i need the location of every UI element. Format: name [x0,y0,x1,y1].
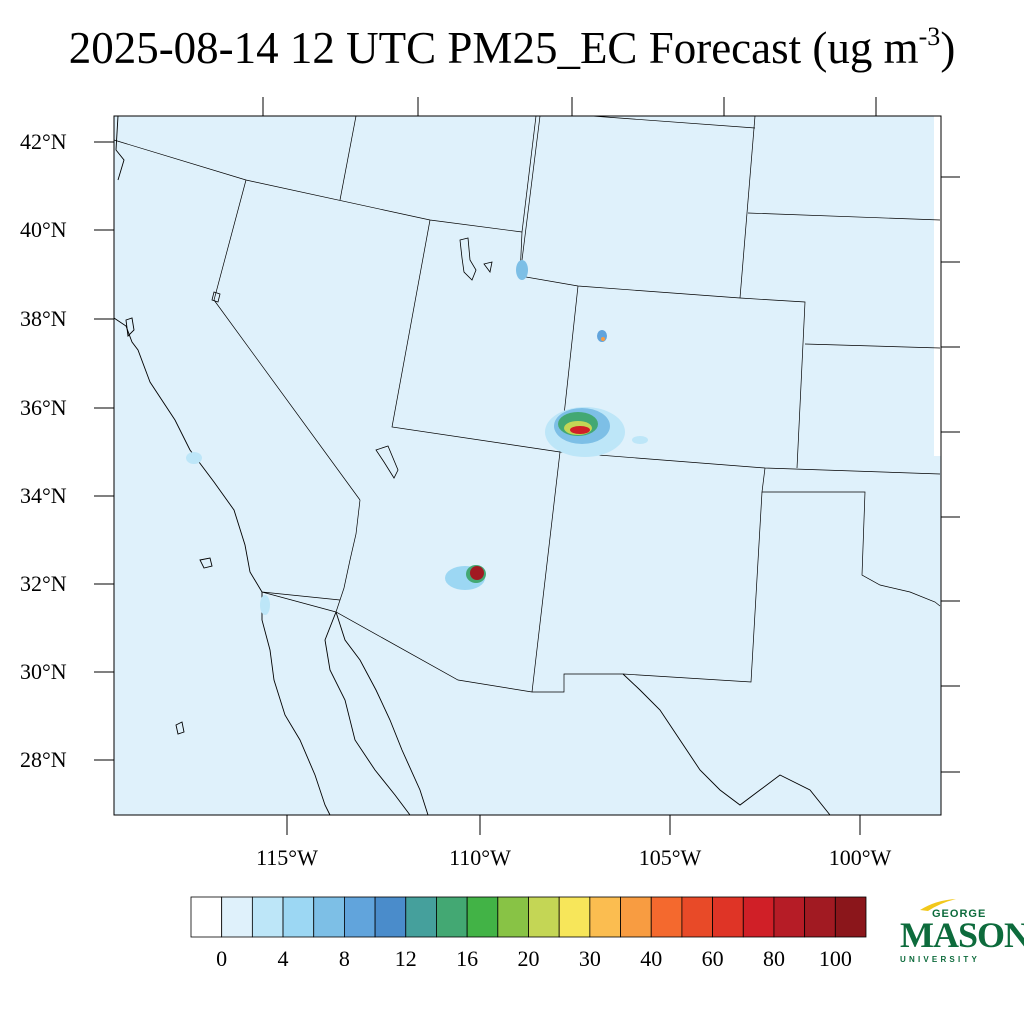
colorbar-swatch [589,896,621,938]
lat-label: 28°N [20,747,67,772]
colorbar-label: 20 [517,946,540,971]
colorbar-label: 80 [762,946,785,971]
colorbar-swatch [221,896,253,938]
george-mason-logo: GEORGE MASON UNIVERSITY [898,898,1024,968]
colorbar-label: 12 [394,946,417,971]
logo-swoosh-icon [920,899,956,911]
map-title: 2025-08-14 12 UTC PM25_EC Forecast (ug m… [0,22,1024,74]
colorbar-swatch [251,896,284,938]
lat-label: 42°N [20,129,67,154]
title-text: 2025-08-14 12 UTC PM25_EC Forecast (ug m [68,23,919,73]
logo-line-university: UNIVERSITY [900,955,981,964]
colorbar-swatch [436,896,468,938]
colorbar-label: 100 [818,946,852,971]
lat-label: 40°N [20,217,67,242]
logo-line-george: GEORGE [932,908,987,920]
plume-northern [516,260,528,280]
lon-label: 115°W [256,845,318,870]
lat-label: 30°N [20,659,67,684]
lat-label: 38°N [20,306,67,331]
colorbar-swatch [620,896,652,938]
colorbar-swatch [650,896,683,938]
plume-east [632,436,648,444]
colorbar-swatch [466,896,499,938]
colorbar-swatch [681,896,713,938]
lon-label: 110°W [449,845,511,870]
lon-label: 100°W [828,845,892,870]
lon-label: 105°W [638,845,702,870]
colorbar-swatch [344,896,376,938]
logo-line-mason: MASON [900,915,1024,955]
colorbar-swatch [834,896,867,938]
colorbar-swatch [558,896,591,938]
title-close: ) [940,23,956,73]
plume-southern-core [470,566,484,580]
lat-label: 34°N [20,483,67,508]
coastlines [113,115,831,816]
colorbar-swatch [374,896,407,938]
plume-small-ne-core [601,337,605,341]
colorbar-swatch [528,896,560,938]
map-ticks [94,97,960,835]
colorbar-swatch [712,896,744,938]
colorbar-swatch [497,896,529,938]
colorbar-label: 40 [640,946,663,971]
colorbar-swatch [190,896,223,938]
map-right-gap [934,116,941,456]
plume-central-core [570,426,590,434]
colorbar-swatch [405,896,437,938]
colorbar-swatch [313,896,345,938]
colorbar-swatch [282,896,315,938]
lat-label: 32°N [20,571,67,596]
colorbar-label: 60 [701,946,724,971]
lat-label: 36°N [20,395,67,420]
colorbar-label: 30 [578,946,601,971]
map-background [114,116,941,815]
colorbar-label: 0 [216,946,228,971]
lakes [211,237,493,479]
map-frame [113,115,942,816]
plume-coastal [260,595,270,615]
colorbar-swatch [742,896,775,938]
smoke-plumes [186,260,648,615]
title-exponent: -3 [918,22,941,51]
plume-western [186,452,202,464]
colorbar-swatch [773,896,806,938]
colorbar-swatch [804,896,836,938]
colorbar-label: 4 [277,946,289,971]
colorbar-label: 8 [338,946,350,971]
colorbar-label: 16 [456,946,479,971]
colorbar [190,896,867,938]
